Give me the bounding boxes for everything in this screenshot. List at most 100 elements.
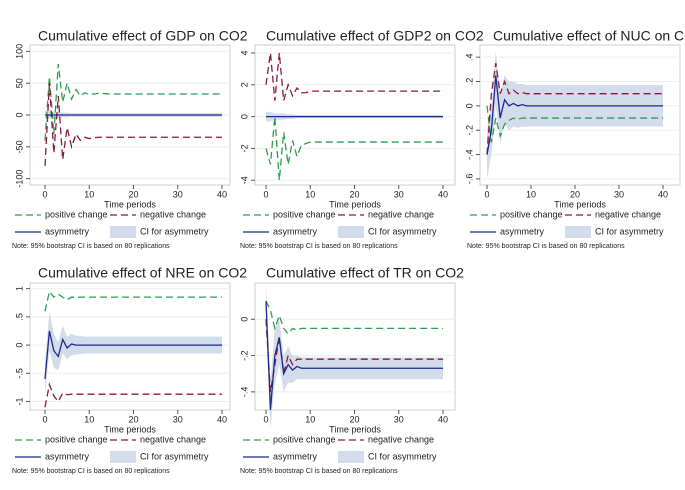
x-tick-label: 40 — [217, 414, 227, 424]
y-tick-label: .5 — [14, 313, 24, 321]
y-tick-label: 100 — [14, 44, 24, 59]
x-tick-label: 30 — [394, 189, 404, 199]
series-line — [486, 75, 663, 155]
x-tick-label: 40 — [217, 189, 227, 199]
y-tick-label: 1 — [14, 286, 24, 291]
series-line — [486, 105, 663, 143]
y-tick-label: -.2 — [464, 125, 474, 136]
y-tick-label: 4 — [239, 50, 249, 55]
series-line — [44, 83, 222, 166]
x-tick-label: 0 — [42, 414, 47, 424]
y-tick-label: -100 — [14, 170, 24, 188]
legend-label: positive change — [45, 434, 108, 444]
x-tick-label: 20 — [570, 189, 580, 199]
x-tick-label: 40 — [658, 189, 668, 199]
series-line — [44, 330, 222, 380]
y-tick-label: -.2 — [239, 350, 249, 361]
y-tick-label: 50 — [14, 78, 24, 88]
note: Note: 95% bootstrap CI is based on 80 re… — [240, 243, 398, 250]
legend-label: CI for asymmetry — [595, 226, 664, 236]
x-tick-label: 0 — [263, 414, 268, 424]
chart-title: Cumulative effect of NRE on CO2 — [38, 265, 247, 281]
y-tick-label: 0 — [14, 343, 24, 348]
plot-frame — [479, 44, 681, 186]
x-tick-label: 10 — [305, 414, 315, 424]
x-tick-label: 0 — [42, 189, 47, 199]
note: Note: 95% bootstrap CI is based on 80 re… — [240, 468, 398, 475]
x-tick-label: 30 — [614, 189, 624, 199]
y-tick-label: -4 — [239, 176, 249, 184]
legend-label: CI for asymmetry — [140, 451, 209, 461]
x-axis-label: Time periods — [554, 199, 606, 209]
x-tick-label: 20 — [349, 189, 359, 199]
chart-title: Cumulative effect of GDP2 on CO2 — [266, 28, 484, 44]
legend-swatch — [110, 451, 136, 463]
ci-band — [487, 51, 663, 179]
series-line — [44, 382, 222, 408]
legend-label: negative change — [140, 209, 206, 219]
y-tick-label: .4 — [464, 53, 474, 61]
y-tick-label: -1 — [14, 398, 24, 406]
legend-swatch — [110, 226, 136, 238]
y-tick-label: 0 — [14, 112, 24, 117]
x-tick-label: 30 — [173, 414, 183, 424]
y-tick-label: -.6 — [464, 174, 474, 185]
legend-label: positive change — [500, 209, 563, 219]
plot-frame — [254, 282, 456, 411]
x-tick-label: 10 — [84, 189, 94, 199]
x-axis-label: Time periods — [104, 199, 156, 209]
series-line — [265, 116, 443, 181]
series-line — [265, 52, 443, 101]
legend-label: negative change — [595, 209, 661, 219]
x-tick-label: 20 — [128, 414, 138, 424]
x-tick-label: 40 — [438, 414, 448, 424]
y-tick-label: -2 — [239, 144, 249, 152]
legend-label: asymmetry — [45, 451, 90, 461]
legend-swatch — [338, 451, 364, 463]
legend-label: asymmetry — [273, 451, 318, 461]
y-tick-label: .2 — [464, 78, 474, 86]
x-axis-label: Time periods — [329, 199, 381, 209]
x-tick-label: 0 — [263, 189, 268, 199]
y-tick-label: 0 — [239, 114, 249, 119]
note: Note: 95% bootstrap CI is based on 80 re… — [467, 243, 625, 250]
y-tick-label: 0 — [239, 317, 249, 322]
legend-label: positive change — [273, 434, 336, 444]
chart-title: Cumulative effect of GDP on CO2 — [38, 28, 248, 44]
legend-label: asymmetry — [45, 226, 90, 236]
x-axis-label: Time periods — [104, 424, 156, 434]
x-tick-label: 20 — [349, 414, 359, 424]
y-tick-label: -.5 — [14, 368, 24, 379]
legend-label: positive change — [45, 209, 108, 219]
legend-label: CI for asymmetry — [140, 226, 209, 236]
legend-swatch — [338, 226, 364, 238]
note: Note: 95% bootstrap CI is based on 80 re… — [12, 243, 170, 250]
y-tick-label: -50 — [14, 140, 24, 153]
x-tick-label: 30 — [394, 414, 404, 424]
legend-label: positive change — [273, 209, 336, 219]
legend-swatch — [565, 226, 591, 238]
legend-label: asymmetry — [273, 226, 318, 236]
y-tick-label: -.4 — [464, 149, 474, 160]
legend-label: negative change — [368, 434, 434, 444]
series-line — [265, 319, 443, 392]
legend-label: negative change — [368, 209, 434, 219]
y-tick-label: 2 — [239, 82, 249, 87]
x-tick-label: 10 — [526, 189, 536, 199]
note: Note: 95% bootstrap CI is based on 80 re… — [12, 468, 170, 475]
x-axis-label: Time periods — [329, 424, 381, 434]
chart-title: Cumulative effect of NUC on CO2 — [493, 28, 685, 44]
series-line — [44, 289, 222, 312]
x-tick-label: 10 — [84, 414, 94, 424]
series-line — [265, 301, 443, 411]
y-tick-label: 0 — [464, 103, 474, 108]
legend-label: negative change — [140, 434, 206, 444]
legend-label: CI for asymmetry — [368, 226, 437, 236]
x-tick-label: 10 — [305, 189, 315, 199]
ci-band — [45, 311, 222, 396]
y-tick-label: -.4 — [239, 387, 249, 398]
series-line — [44, 64, 222, 141]
x-tick-label: 0 — [484, 189, 489, 199]
plot-frame — [29, 282, 231, 411]
